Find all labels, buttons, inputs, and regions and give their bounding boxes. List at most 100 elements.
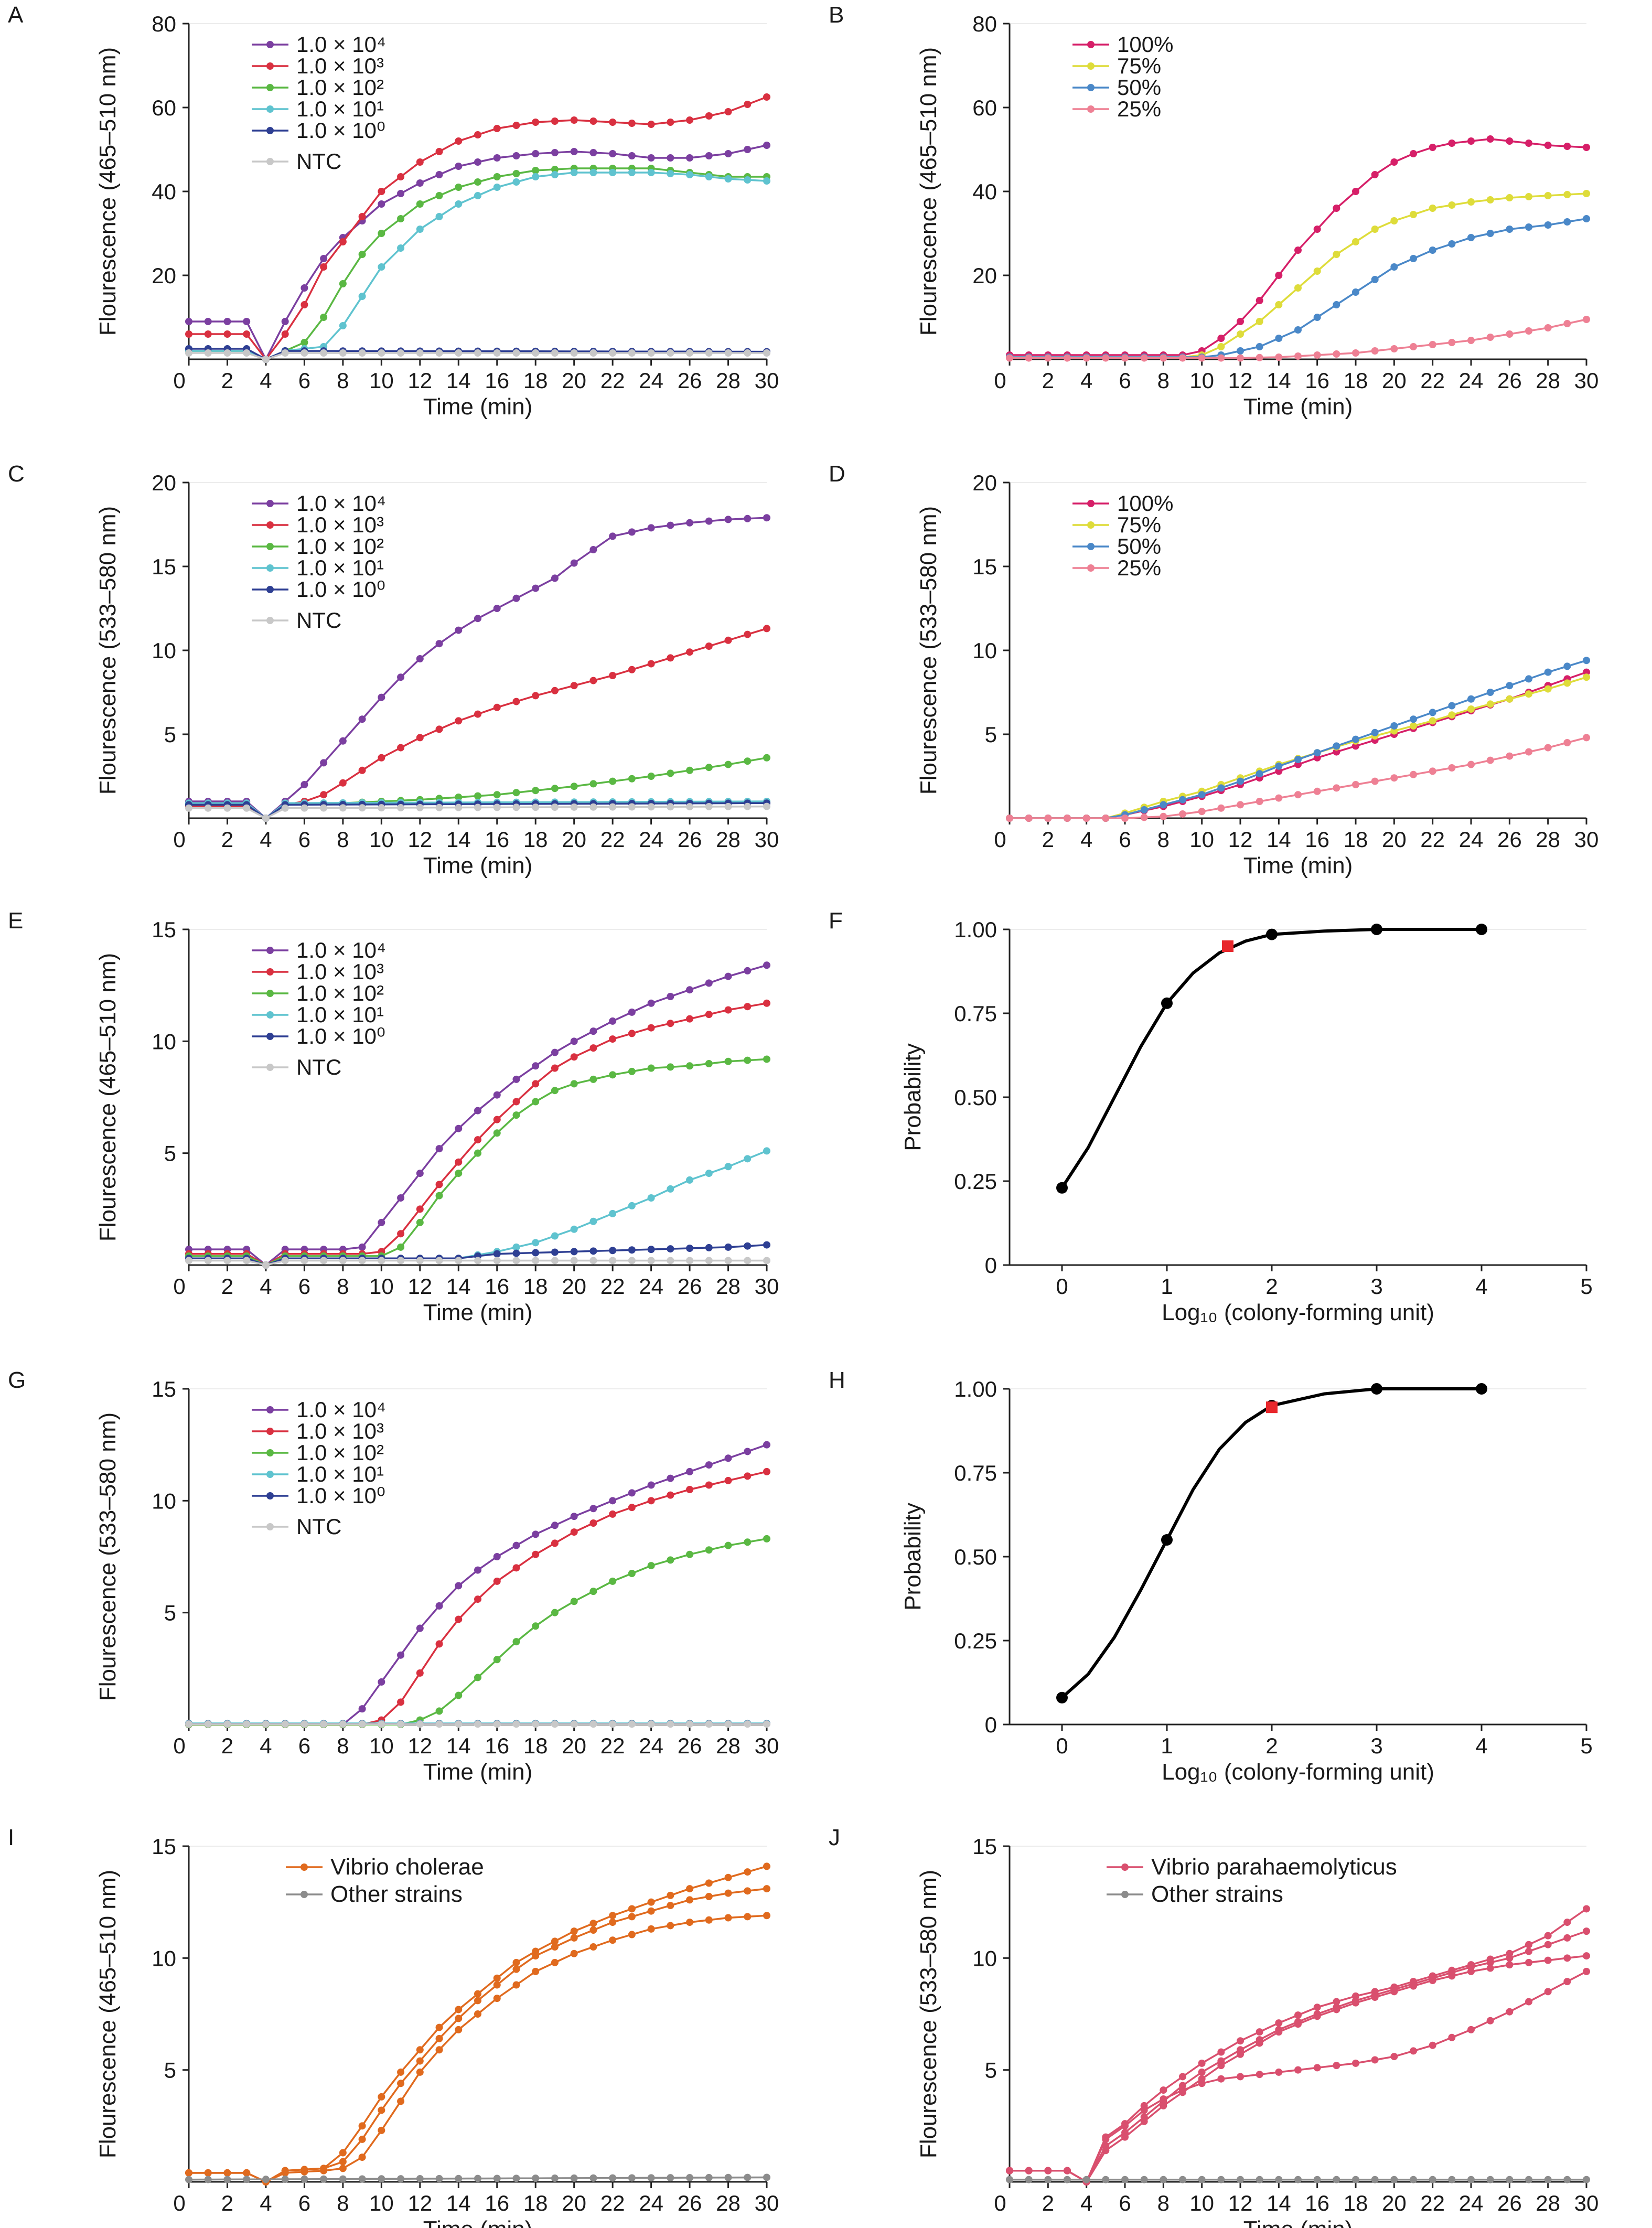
data-point (1333, 2062, 1340, 2070)
data-point (1256, 343, 1263, 350)
x-axis-label: Time (min) (423, 1759, 533, 1785)
data-point (185, 1720, 192, 1728)
data-point (763, 802, 770, 810)
x-tick-label: 30 (755, 1733, 779, 1758)
data-point (589, 1075, 597, 1083)
legend-swatch-marker (1121, 1863, 1129, 1871)
data-point (1333, 301, 1340, 308)
data-point (320, 2167, 328, 2175)
data-point (686, 1550, 694, 1558)
x-tick-label: 4 (260, 2191, 272, 2215)
lod95-marker (1222, 940, 1233, 952)
data-point (1448, 339, 1456, 346)
data-point (474, 1674, 481, 1681)
legend-label: 25% (1117, 555, 1161, 580)
x-tick-label: 6 (298, 1733, 310, 1758)
data-point (339, 2158, 347, 2166)
data-point (744, 1472, 752, 1480)
x-tick-label: 20 (1382, 2191, 1407, 2215)
y-tick-label: 15 (152, 917, 176, 942)
data-point (474, 1595, 481, 1603)
data-point (1256, 2039, 1263, 2047)
data-point (1429, 717, 1436, 725)
data-point (705, 802, 713, 810)
panel-letter: H (829, 1367, 845, 1393)
data-point (320, 314, 328, 321)
data-point (647, 660, 655, 668)
data-point (358, 349, 366, 357)
x-tick-label: 6 (1119, 368, 1131, 393)
data-point (1275, 762, 1283, 770)
data-point (1583, 1952, 1590, 1960)
data-point (1352, 188, 1359, 195)
y-tick-label: 60 (152, 95, 176, 120)
data-point (1294, 247, 1302, 254)
legend-swatch-marker (1087, 84, 1095, 91)
data-point (724, 1257, 732, 1265)
data-point (744, 1720, 752, 1728)
y-axis-label: Probability (900, 1503, 926, 1610)
data-point (628, 803, 636, 811)
x-tick-label: 16 (485, 1733, 509, 1758)
data-point (378, 804, 385, 812)
data-point (724, 636, 732, 644)
data-point (358, 1720, 366, 1728)
legend-label: 75% (1117, 53, 1161, 78)
x-tick-label: 20 (562, 827, 586, 852)
data-point (1525, 690, 1532, 698)
data-point (339, 238, 347, 245)
legend-swatch-marker (1121, 1891, 1129, 1898)
data-point (493, 1553, 501, 1560)
x-tick-label: 18 (523, 368, 548, 393)
data-point (1294, 760, 1302, 768)
data-point (435, 1192, 443, 1199)
x-tick-label: 3 (1370, 1274, 1382, 1299)
data-point (1544, 1956, 1552, 1964)
data-point (705, 1481, 713, 1489)
data-point (493, 605, 501, 612)
data-point (397, 173, 405, 180)
data-point (744, 515, 752, 522)
data-point (1102, 815, 1110, 822)
data-point (493, 791, 501, 799)
data-point (1352, 349, 1359, 357)
legend-swatch-marker (266, 105, 274, 113)
data-point (1333, 251, 1340, 258)
data-point (1544, 668, 1552, 676)
data-point (1333, 742, 1340, 750)
y-tick-label: 20 (972, 470, 997, 495)
data-point (744, 630, 752, 638)
x-axis-label: Time (min) (423, 394, 533, 420)
data-point (204, 2176, 212, 2183)
data-point (1275, 767, 1283, 775)
data-point (1544, 2176, 1552, 2183)
data-point (763, 514, 770, 522)
data-point (589, 149, 597, 156)
series-line (189, 964, 767, 1267)
data-point (435, 1181, 443, 1188)
data-point (1467, 1967, 1475, 1975)
data-point (1486, 334, 1494, 341)
y-tick-label: 1.00 (954, 917, 997, 942)
data-point (493, 349, 501, 357)
data-point (667, 993, 674, 1000)
x-tick-label: 30 (755, 368, 779, 393)
data-point (1544, 744, 1552, 752)
data-point (243, 804, 251, 812)
x-tick-label: 30 (1574, 368, 1599, 393)
x-axis-label: Log₁₀ (colony-forming unit) (1162, 1759, 1434, 1785)
data-point (763, 1468, 770, 1475)
x-tick-label: 4 (260, 1733, 272, 1758)
data-point (1275, 2019, 1283, 2027)
data-point (1044, 354, 1052, 362)
data-point (1275, 794, 1283, 802)
data-point (493, 1257, 501, 1265)
data-point (705, 1461, 713, 1469)
data-point (589, 1044, 597, 1052)
data-point (1390, 345, 1398, 352)
y-tick-label: 10 (152, 1488, 176, 1513)
x-tick-label: 16 (485, 2191, 509, 2215)
data-point (1179, 796, 1186, 804)
data-point (667, 170, 674, 177)
data-point (320, 263, 328, 271)
